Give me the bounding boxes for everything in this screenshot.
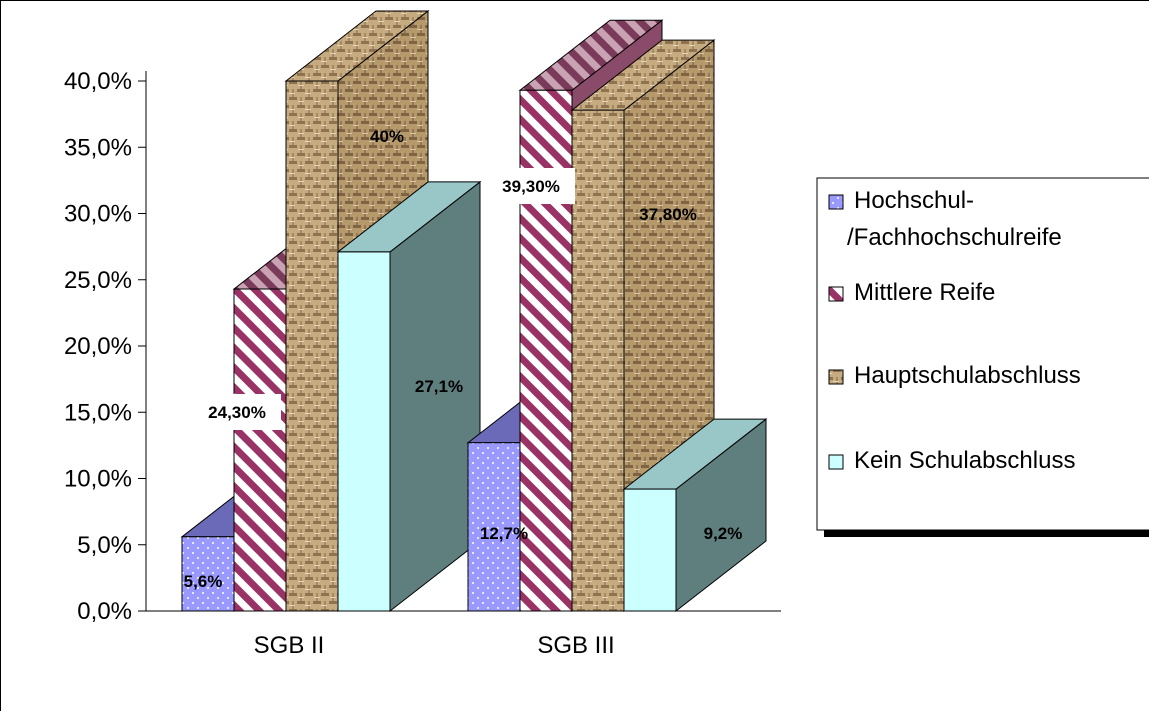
legend-label: Hochschul-: [854, 187, 974, 214]
bar-side: [389, 180, 481, 613]
legend-label: Kein Schulabschluss: [854, 447, 1075, 474]
legend-label: Hauptschulabschluss: [854, 362, 1081, 389]
bar-4-2: [622, 418, 768, 613]
legend: Hochschul- /Fachhochschulreife Mittlere Re…: [816, 177, 1149, 537]
y-tick-label: 10,0%: [64, 466, 132, 493]
data-label: 37,80%: [639, 205, 697, 224]
legend-item: Mittlere Reife: [828, 279, 995, 306]
x-category-label: SGB II: [254, 632, 325, 659]
bar-front: [571, 109, 625, 612]
legend-label: Mittlere Reife: [854, 279, 995, 306]
data-label: 5,6%: [184, 572, 223, 591]
legend-swatch: [828, 369, 844, 385]
data-label-bg: [193, 394, 281, 430]
data-label: 40%: [370, 127, 404, 146]
bar-front: [337, 251, 391, 612]
x-category-label: SGB III: [537, 632, 614, 659]
data-label: 39,30%: [502, 177, 560, 196]
y-tick-label: 30,0%: [64, 201, 132, 228]
legend-swatch: [828, 454, 844, 470]
data-label: 9,2%: [704, 524, 743, 543]
y-tick-label: 15,0%: [64, 399, 132, 426]
data-label: 12,7%: [480, 524, 528, 543]
data-label: 24,30%: [208, 403, 266, 422]
y-tick-label: 35,0%: [64, 134, 132, 161]
data-label: 27,1%: [415, 377, 463, 396]
bar-front: [467, 442, 521, 612]
y-tick-label: 0,0%: [77, 598, 132, 625]
bar-front: [623, 488, 677, 612]
bars-layer: [180, 9, 768, 613]
legend-swatch: [828, 286, 844, 302]
y-tick-label: 40,0%: [64, 68, 132, 95]
axis-layer: 0,0% 5,0% 10,0% 15,0% 20,0% 25,0% 30,0% 35,0% 40…: [64, 68, 781, 659]
bar-front: [181, 536, 235, 612]
legend-item: Kein Schulabschluss: [828, 447, 1075, 474]
y-tick-label: 20,0%: [64, 333, 132, 360]
data-label-bg: [487, 168, 575, 204]
bar-4-1: [336, 180, 482, 613]
legend-box: [816, 177, 1149, 531]
legend-item: Hochschul- /Fachhochschulreife: [828, 187, 1062, 251]
y-tick-label: 5,0%: [77, 532, 132, 559]
legend-swatch: [828, 194, 844, 210]
y-tick-label: 25,0%: [64, 267, 132, 294]
data-labels-layer: 5,6% 12,7% 24,30% 39,30% 40% 37,80% 27,1% 9,2%: [184, 127, 743, 591]
bar-front: [233, 288, 287, 612]
bar-front: [285, 80, 339, 612]
legend-item: Hauptschulabschluss: [828, 362, 1081, 389]
legend-label: /Fachhochschulreife: [847, 224, 1062, 251]
